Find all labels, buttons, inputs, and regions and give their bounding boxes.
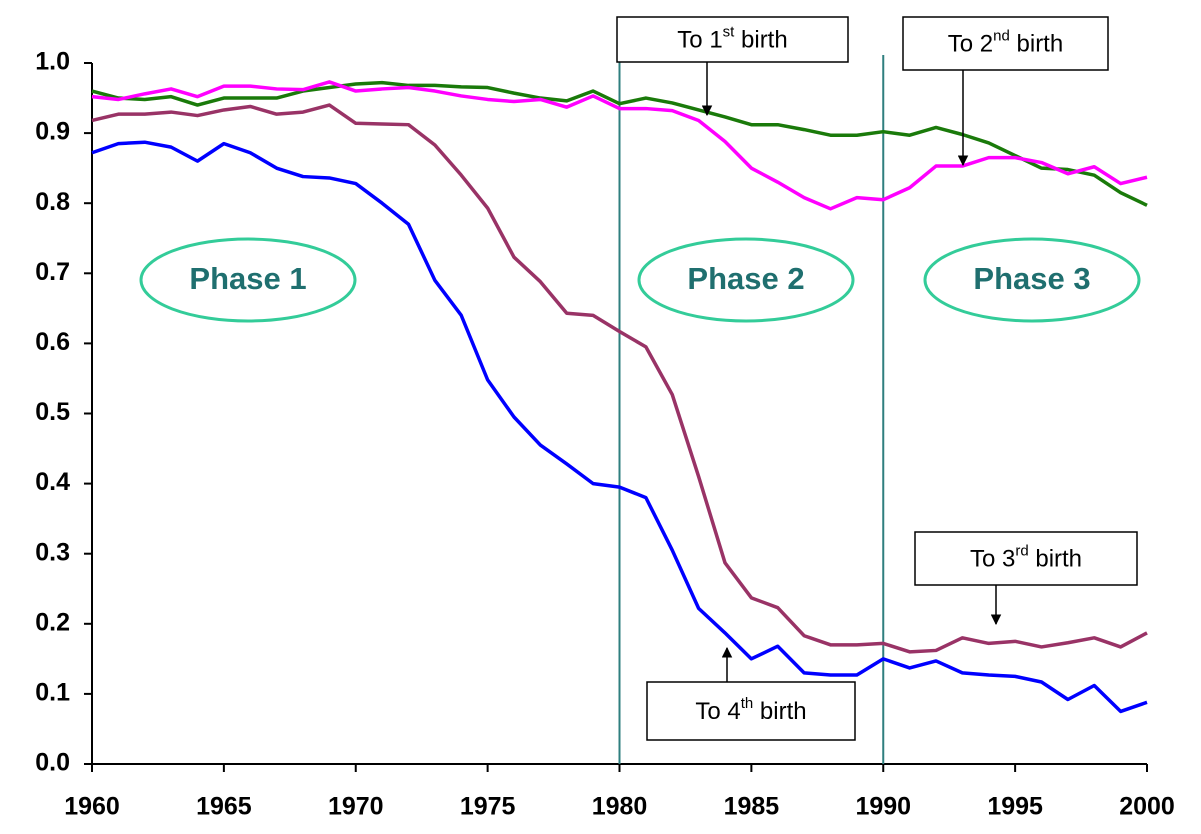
- y-tick-label: 0.7: [35, 258, 70, 286]
- y-tick-label: 0.0: [35, 749, 70, 777]
- annotation-label: To 2nd birth: [948, 27, 1063, 57]
- annotation-superscript: th: [741, 695, 754, 712]
- annotation-text: To 1: [677, 27, 722, 54]
- annotation-text: To 2: [948, 31, 993, 58]
- series-line: [91, 80, 1148, 211]
- y-tick-label: 0.2: [35, 608, 70, 636]
- phase-ellipse: [637, 237, 855, 323]
- x-tick-label: 1995: [987, 793, 1043, 821]
- annotation-text: birth: [753, 698, 806, 725]
- y-tick-label: 0.5: [35, 398, 70, 426]
- y-tick-label: 0.6: [35, 328, 70, 356]
- y-tick-label: 0.9: [35, 118, 70, 146]
- x-tick-label: 1965: [196, 793, 252, 821]
- y-tick-label: 0.3: [35, 538, 70, 566]
- x-tick-label: 1990: [855, 793, 911, 821]
- phase-label: Phase 3: [973, 261, 1090, 296]
- phase-label: Phase 2: [687, 261, 804, 296]
- x-tick-label: 1960: [64, 793, 120, 821]
- series-line: [91, 80, 1148, 207]
- annotation-superscript: st: [723, 23, 736, 40]
- annotation-box: [646, 681, 856, 741]
- annotation-text: birth: [1029, 546, 1082, 573]
- annotation-box: [902, 16, 1109, 71]
- phase-ellipse: [923, 237, 1141, 323]
- x-tick-label: 1980: [592, 793, 648, 821]
- x-tick-label: 1975: [460, 793, 516, 821]
- annotation-text: To 4: [695, 698, 740, 725]
- annotation-label: To 1st birth: [677, 23, 787, 53]
- x-tick-label: 2000: [1119, 793, 1175, 821]
- x-tick-label: 1985: [724, 793, 780, 821]
- series-line: [91, 103, 1148, 654]
- x-tick-label: 1970: [328, 793, 384, 821]
- annotation-box: [616, 16, 849, 63]
- annotation-label: To 4th birth: [695, 695, 806, 725]
- series-line: [91, 140, 1148, 714]
- annotation-superscript: nd: [993, 27, 1010, 44]
- annotation-text: To 3: [970, 546, 1015, 573]
- annotation-text: birth: [734, 27, 787, 54]
- phase-label: Phase 1: [189, 261, 306, 296]
- y-tick-label: 0.8: [35, 188, 70, 216]
- y-tick-label: 0.4: [35, 468, 70, 496]
- annotation-text: birth: [1010, 31, 1063, 58]
- annotation-superscript: rd: [1015, 542, 1028, 559]
- annotation-label: To 3rd birth: [970, 542, 1082, 572]
- phase-ellipse: [139, 237, 357, 323]
- y-tick-label: 0.1: [35, 679, 70, 707]
- y-tick-label: 1.0: [35, 48, 70, 76]
- annotation-box: [914, 531, 1138, 586]
